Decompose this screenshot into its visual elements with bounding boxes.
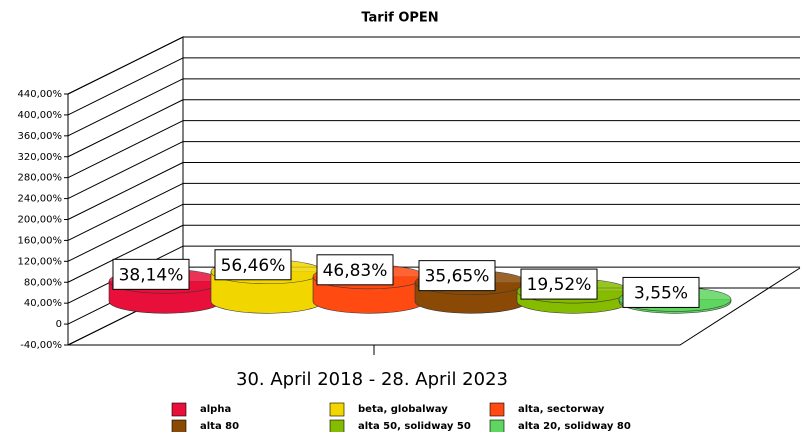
y-tick-label: 280,00% [18,173,63,184]
value-label-box [316,254,394,286]
value-label: 19,52% [527,275,592,295]
grid-line [67,162,184,220]
value-label: 35,65% [425,267,490,287]
grid-line [67,78,184,137]
y-tick-label: 240,00% [18,194,63,205]
value-label-box [520,268,598,300]
value-label: 46,83% [323,261,388,281]
grid-line [67,203,184,262]
legend-swatch [171,419,187,432]
value-label: 56,46% [221,256,286,276]
y-tick-label: -40,00% [20,340,62,351]
value-label: 3,55% [634,283,688,303]
grid-line [67,57,184,116]
grid-line [67,120,184,179]
grid-line [67,36,184,95]
y-tick-label: 0 [56,319,62,330]
y-tick-label: 360,00% [18,131,63,142]
x-tick-label: 30. April 2018 - 28. April 2023 [236,369,508,390]
value-label-box [112,258,190,290]
legend-label: alta 50, solidway 50 [358,421,471,432]
y-tick-label: 160,00% [18,235,63,246]
value-label: 38,14% [119,265,184,285]
floor [68,267,801,346]
legend-swatch [489,402,505,417]
y-tick-label: 440,00% [18,89,63,100]
value-label-box [214,249,292,281]
value-label-box [418,260,496,292]
chart-title: Tarif OPEN [361,11,438,26]
legend-label: beta, globalway [358,404,448,415]
y-tick-label: 200,00% [18,215,63,226]
legend-label: alta, sectorway [518,404,605,415]
legend-swatch [171,402,187,417]
grid-line [67,224,184,283]
grid-line [67,182,184,241]
y-tick-label: 400,00% [18,110,63,121]
legend-label: alta 20, solidway 80 [518,421,631,432]
value-label-box [622,276,700,308]
y-tick-label: 40,00% [24,298,62,309]
grid-line [67,141,184,200]
y-tick-label: 320,00% [18,152,63,163]
legend-swatch [329,419,345,432]
legend-swatch [329,402,345,417]
legend-label: alpha [200,404,231,415]
y-tick-label: 80,00% [24,277,62,288]
legend-swatch [489,419,505,432]
y-tick-label: 120,00% [18,256,63,267]
grid-line [67,99,184,158]
legend-label: alta 80 [200,421,239,432]
